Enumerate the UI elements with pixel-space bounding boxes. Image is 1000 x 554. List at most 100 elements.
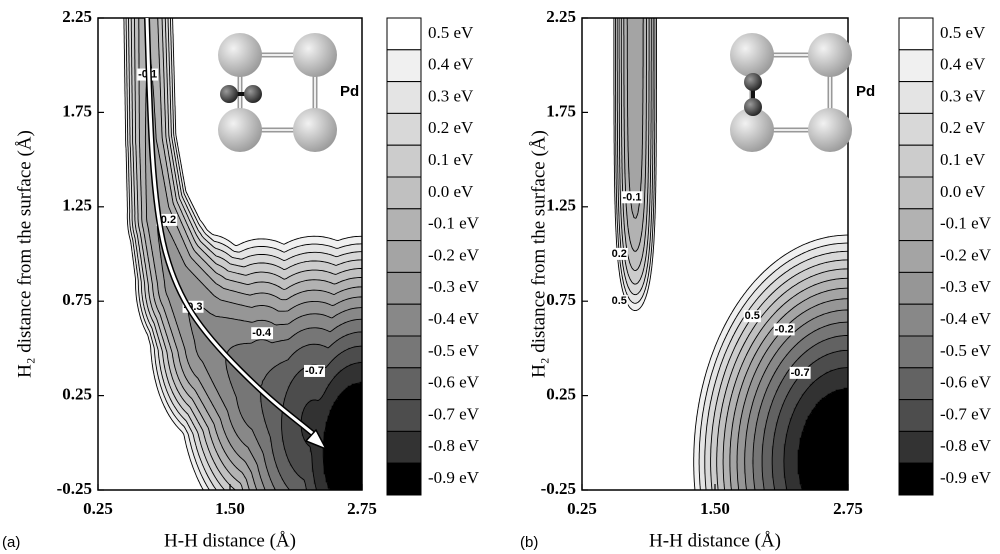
y-tick-label: 0.25 — [546, 385, 576, 404]
colorbar-box — [898, 430, 934, 464]
contour-label: -0.4 — [252, 327, 272, 339]
contour-line — [123, 18, 362, 490]
y-tick-label: 0.75 — [62, 290, 92, 309]
y-tick-label: 2.25 — [62, 7, 92, 26]
contour-line — [615, 18, 848, 490]
colorbar-box — [898, 367, 934, 401]
x-tick-label: 0.25 — [567, 499, 597, 518]
colorbar-box — [386, 430, 422, 464]
y-tick-label: 0.75 — [546, 290, 576, 309]
contour-label: -0.2 — [775, 323, 794, 335]
y-tick-label: 1.75 — [62, 101, 92, 120]
reaction-path-arrow — [144, 17, 328, 451]
inset-molecule — [730, 33, 852, 152]
colorbar-box — [386, 240, 422, 273]
contour-line — [818, 419, 848, 490]
y-tick-label: 1.25 — [546, 196, 576, 215]
colorbar-label: 0.1 eV — [428, 150, 474, 169]
x-tick-label: 0.25 — [83, 499, 113, 518]
plot-area — [582, 18, 848, 490]
colorbar-box — [898, 240, 934, 273]
panel: 0.25 1.50 2.75-0.250.250.751.251.752.25H-H… — [520, 7, 992, 551]
plots: 0.25 1.50 2.75-0.250.250.751.251.752.25H-H… — [2, 7, 992, 551]
colorbar-box — [898, 399, 934, 432]
x-tick-label: 2.75 — [347, 499, 377, 518]
colorbar-label: -0.3 eV — [428, 277, 480, 296]
x-axis-label: H-H distance (Å) — [164, 530, 296, 551]
colorbar-box — [898, 335, 934, 369]
contour-label: 0.2 — [612, 248, 627, 260]
colorbar-box — [386, 81, 422, 114]
colorbar-box — [898, 303, 934, 337]
contour-line — [783, 367, 848, 490]
colorbar-box — [386, 112, 422, 146]
colorbar-label: -0.1 eV — [940, 214, 992, 233]
colorbar-box — [386, 49, 422, 83]
contour-line — [626, 18, 848, 490]
colorbar-label: 0.3 eV — [940, 86, 986, 105]
colorbar-box — [386, 271, 422, 305]
contour-label: 0.5 — [745, 310, 760, 322]
contour-line — [620, 18, 848, 490]
contour-line — [128, 18, 362, 490]
contour-line — [138, 18, 362, 490]
y-axis-label: H₂ distance from the surface (Å) — [528, 130, 549, 378]
colorbar-label: -0.7 eV — [428, 404, 480, 423]
colorbar-box — [386, 399, 422, 432]
colorbar-label: -0.1 eV — [428, 214, 480, 233]
x-tick-label: 1.50 — [700, 499, 730, 518]
colorbar-label: 0.3 eV — [428, 86, 474, 105]
colorbar-label: -0.9 eV — [940, 468, 992, 487]
contour-line — [130, 18, 362, 490]
colorbar-label: -0.4 eV — [940, 309, 992, 328]
y-tick-label: -0.25 — [57, 479, 92, 498]
contour-label-bg — [773, 323, 795, 336]
contour-label-bg — [789, 366, 811, 379]
contour-label: -0.7 — [791, 367, 810, 379]
colorbar-label: -0.8 eV — [428, 436, 480, 455]
contour-label-bg — [610, 247, 628, 260]
contour-band — [323, 381, 362, 490]
colorbar-box — [386, 462, 422, 496]
colorbar-label: 0.4 eV — [940, 55, 986, 74]
colorbar-label: -0.5 eV — [940, 341, 992, 360]
y-axis-label: H₂ distance from the surface (Å) — [14, 130, 35, 378]
colorbar-box — [386, 303, 422, 337]
colorbar-label: -0.8 eV — [940, 436, 992, 455]
colorbar-box — [898, 49, 934, 83]
colorbar-box — [898, 271, 934, 305]
colorbar-label: 0.4 eV — [428, 55, 474, 74]
contour-label: 0.5 — [612, 295, 627, 307]
inset-molecule — [218, 33, 337, 152]
colorbar-label: -0.3 eV — [940, 277, 992, 296]
colorbar-label: 0.5 eV — [428, 23, 474, 42]
colorbar-label: 0.0 eV — [940, 182, 986, 201]
y-tick-label: -0.25 — [541, 479, 576, 498]
colorbar-box — [386, 208, 422, 242]
panel-label: (b) — [520, 534, 538, 551]
colorbar-box — [898, 112, 934, 146]
colorbar-label: 0.5 eV — [940, 23, 986, 42]
colorbar-box — [898, 17, 934, 51]
x-axis-label: H-H distance (Å) — [649, 530, 781, 551]
contour-label-bg — [251, 327, 274, 340]
colorbar-label: 0.0 eV — [428, 182, 474, 201]
contour-label: -0.7 — [305, 365, 324, 377]
colorbar-box — [898, 462, 934, 496]
colorbar-box — [898, 208, 934, 242]
colorbar-label: -0.7 eV — [940, 404, 992, 423]
contour-line — [752, 321, 848, 490]
colorbar-label: -0.2 eV — [940, 245, 992, 264]
colorbar-label: 0.2 eV — [428, 118, 474, 137]
colorbar-box — [386, 144, 422, 178]
colorbar-box — [386, 17, 422, 51]
panel-label: (a) — [2, 534, 20, 551]
colorbar-box — [386, 335, 422, 369]
contour-line — [225, 318, 362, 490]
contour-line — [134, 18, 362, 490]
colorbar-label: -0.9 eV — [428, 468, 480, 487]
colorbar-label: -0.6 eV — [940, 373, 992, 392]
contour-label-bg — [303, 364, 325, 377]
colorbar-label: 0.2 eV — [940, 118, 986, 137]
y-tick-label: 0.25 — [62, 385, 92, 404]
